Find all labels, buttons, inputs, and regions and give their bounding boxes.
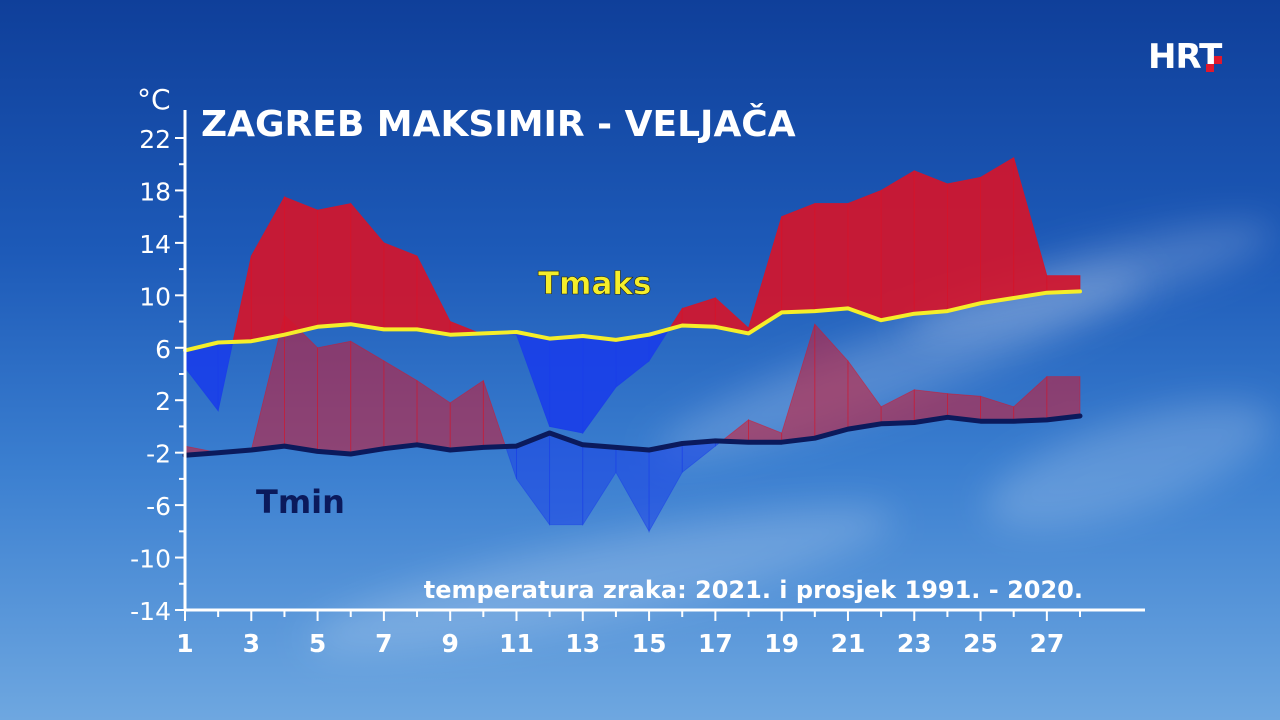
above-average-area: [383, 242, 418, 330]
above-average-area: [781, 324, 816, 443]
below-average-area: [582, 335, 617, 435]
chart-subtitle: temperatura zraka: 2021. i prosjek 1991.…: [424, 576, 1083, 604]
tmin-deviation-fill: [184, 314, 1081, 533]
above-average-area: [980, 156, 1015, 304]
below-average-area: [505, 445, 517, 480]
hrt-logo: HRT: [1148, 37, 1224, 74]
below-average-area: [582, 444, 617, 527]
below-average-area: [516, 331, 551, 427]
below-average-area: [615, 446, 650, 533]
temperature-deviation-fills: [184, 156, 1081, 533]
tmaks-deviation-fill: [184, 156, 1081, 435]
y-tick-label: -2: [146, 440, 171, 469]
x-tick-label: 25: [963, 629, 998, 658]
x-tick-label: 21: [831, 629, 866, 658]
above-average-area: [383, 360, 418, 450]
x-tick-label: 15: [632, 629, 667, 658]
x-tick-label: 9: [441, 629, 458, 658]
x-tick-label: 1: [176, 629, 193, 658]
y-tick-label: 22: [139, 125, 171, 154]
x-tick-label: 3: [243, 629, 260, 658]
y-tick-label: 6: [155, 335, 171, 364]
above-average-area: [416, 379, 451, 451]
x-tick-label: 7: [375, 629, 392, 658]
above-average-area: [1046, 376, 1081, 421]
below-average-area: [549, 335, 584, 434]
below-average-area: [648, 443, 683, 533]
x-tick-label: 19: [764, 629, 799, 658]
tmin-average-line: [182, 413, 1083, 458]
average-lines: [182, 289, 1083, 458]
above-average-area: [913, 170, 948, 315]
above-average-area: [1013, 375, 1048, 422]
above-average-area: [980, 395, 1015, 422]
above-average-area: [350, 202, 385, 330]
above-average-area: [350, 340, 385, 455]
above-average-area: [847, 359, 882, 430]
above-average-area: [748, 419, 783, 443]
below-average-area: [184, 342, 219, 412]
above-average-area: [947, 176, 981, 312]
x-tick-label: 17: [698, 629, 733, 658]
tmaks-average-line: [183, 289, 1082, 353]
y-tick-label: -10: [130, 545, 171, 574]
below-average-area: [615, 334, 650, 388]
y-tick-label: -14: [130, 597, 171, 626]
above-average-area: [250, 195, 285, 342]
above-average-area: [681, 297, 716, 328]
tmaks-label: Tmaks: [538, 266, 651, 302]
above-average-area: [482, 380, 507, 448]
above-average-area: [449, 379, 484, 451]
y-tick-label: 2: [155, 387, 171, 416]
above-average-area: [847, 189, 882, 321]
chart-axes: [175, 110, 1145, 621]
y-tick-label: 18: [139, 177, 171, 206]
x-tick-label: 27: [1029, 629, 1064, 658]
x-tick-label: 23: [897, 629, 932, 658]
chart-title: ZAGREB MAKSIMIR - VELJAČA: [201, 103, 796, 145]
above-average-area: [814, 323, 849, 439]
x-tick-label: 11: [499, 629, 534, 658]
above-average-area: [284, 196, 318, 336]
above-average-area: [232, 255, 252, 343]
x-tick-label: 5: [309, 629, 326, 658]
below-average-area: [549, 432, 584, 526]
above-average-area: [416, 255, 451, 336]
y-tick-label: -6: [146, 492, 171, 521]
above-average-area: [317, 203, 352, 328]
below-average-area: [217, 341, 234, 411]
y-axis-unit-label: °C: [137, 83, 171, 116]
above-average-area: [814, 203, 849, 312]
y-tick-label: 10: [139, 282, 171, 311]
x-tick-label: 13: [565, 629, 600, 658]
tmin-label: Tmin: [256, 483, 345, 521]
above-average-area: [880, 389, 915, 425]
y-tick-label: 14: [139, 230, 171, 259]
above-average-area: [781, 202, 816, 313]
above-average-area: [880, 170, 915, 321]
above-average-area: [317, 340, 352, 455]
above-average-area: [1013, 157, 1048, 299]
